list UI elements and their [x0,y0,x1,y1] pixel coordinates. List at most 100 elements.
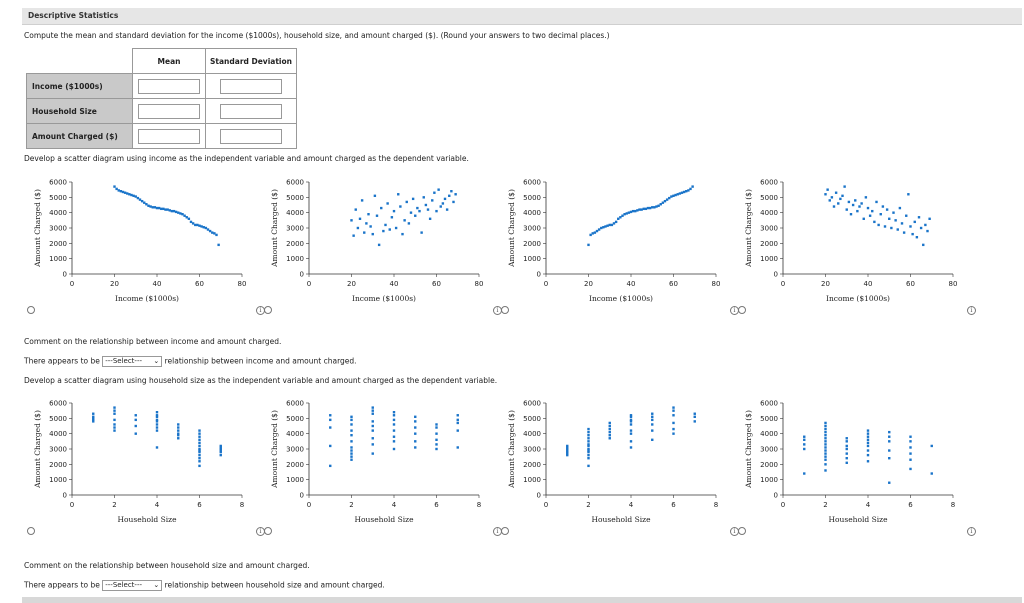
income-mean-input[interactable] [138,78,200,94]
data-point [864,196,868,199]
data-point [824,427,827,431]
chart-select-radio[interactable] [501,527,509,535]
data-point [401,232,404,236]
chart-select-radio[interactable] [264,527,272,535]
data-point [629,420,633,423]
data-point [208,229,212,233]
data-point [198,453,201,457]
chart-select-radio[interactable] [27,306,35,314]
data-point [113,406,116,409]
data-point [177,429,180,432]
data-point [672,432,675,435]
y-tick-label: 0 [537,492,541,500]
data-point [130,193,133,197]
y-tick-label: 0 [300,271,304,279]
data-point [435,423,438,426]
y-tick-label: 1000 [49,255,67,263]
y-tick-label: 5000 [523,415,541,423]
amount-sd-input[interactable] [220,128,282,144]
data-point [629,440,633,443]
data-point [206,228,210,231]
data-point [828,199,831,202]
chart-select-radio[interactable] [738,306,746,314]
y-tick-label: 3000 [760,225,778,233]
chart-select-radio[interactable] [264,306,272,314]
section1-prompt: Develop a scatter diagram using income a… [24,154,469,163]
y-axis-label: Amount Charged ($) [33,410,42,489]
section2-comment: Comment on the relationship between hous… [24,561,310,570]
data-point [587,430,590,434]
data-point [382,229,385,233]
data-point [392,440,396,443]
data-point [629,429,633,432]
data-point [177,423,180,426]
data-point [803,435,806,438]
x-tick-label: 6 [908,501,913,509]
data-point [591,232,594,235]
chart-select-radio[interactable] [738,527,746,535]
y-tick-label: 3000 [49,446,67,454]
data-point [392,429,396,432]
stats-row-amount-label: Amount Charged ($) [26,123,133,149]
data-point [917,216,921,219]
info-icon[interactable]: i [967,306,976,315]
data-point [411,197,415,201]
data-point [92,420,95,423]
data-point [164,208,167,211]
scatter-chart-8: 0 1000 2000 3000 4000 5000 6000 0 2 4 6 8 Household … [744,400,955,525]
data-point [566,450,569,454]
data-point [392,411,396,414]
household-sd-input[interactable] [220,103,282,119]
data-point [456,421,459,425]
data-point [113,426,116,429]
income-sd-input[interactable] [220,78,282,94]
section1-relationship-select[interactable]: ---Select--- ⌄ [102,356,163,367]
data-point [113,423,116,426]
x-tick-label: 0 [781,501,785,509]
data-point [648,206,652,210]
section2-relationship-select[interactable]: ---Select--- ⌄ [102,580,163,591]
data-point [824,193,827,196]
data-point [913,220,916,224]
data-point [866,429,870,432]
data-point [198,435,201,438]
section1-select-value: ---Select--- [105,357,142,365]
section2-sentence-post: relationship between household size and … [164,580,385,590]
data-point [443,197,447,201]
data-point [651,423,654,426]
x-tick-label: 6 [197,501,202,509]
x-tick-label: 8 [477,501,481,509]
data-point [177,432,180,435]
data-point [166,208,169,211]
data-point [672,414,675,417]
data-point [397,193,400,196]
household-mean-input[interactable] [138,103,200,119]
data-point [375,214,379,217]
y-tick-label: 0 [537,271,541,279]
data-point [909,225,912,228]
data-point [420,231,423,234]
amount-mean-input[interactable] [138,128,200,144]
chart-select-radio[interactable] [501,306,509,314]
data-point [824,430,827,434]
data-point [826,188,829,191]
data-point [219,447,222,451]
data-point [909,467,912,471]
chart-select-radio[interactable] [27,527,35,535]
data-point [593,231,597,234]
data-point [661,201,665,204]
data-point [198,450,201,454]
data-point [619,216,622,219]
data-point [128,193,131,196]
data-point [371,452,374,455]
data-point [352,234,355,237]
data-point [845,440,848,443]
data-point [358,217,362,220]
data-point [170,209,174,213]
data-point [115,187,118,191]
data-point [392,435,396,438]
data-point [435,447,438,451]
info-icon[interactable]: i [967,527,976,536]
data-point [407,222,411,225]
y-tick-label: 2000 [286,461,304,469]
